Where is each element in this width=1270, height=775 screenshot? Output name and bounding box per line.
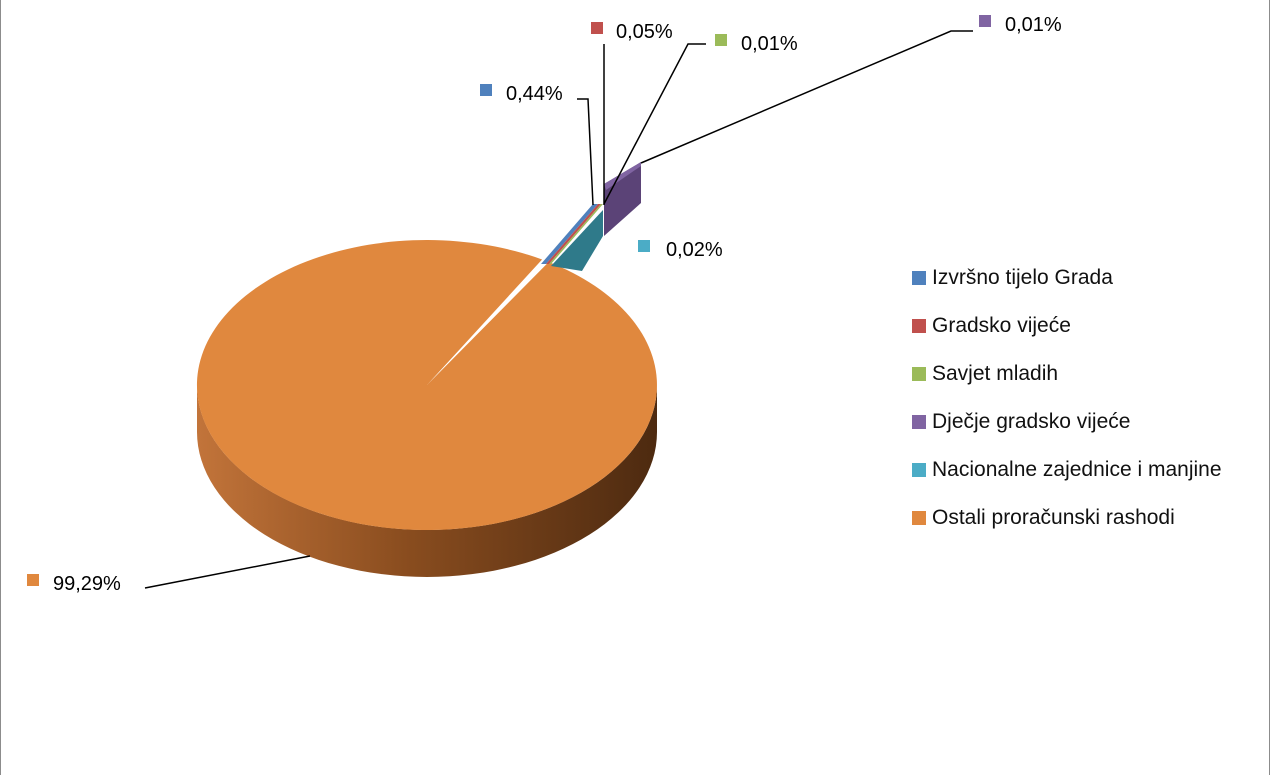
legend-item: Gradsko vijeće — [912, 302, 1222, 350]
data-label-gradsko-vijece: 0,05% — [616, 21, 673, 43]
pie-slice-izvrsno — [541, 204, 598, 264]
legend-item: Izvršno tijelo Grada — [912, 254, 1222, 302]
pie-slice-ostali — [196, 240, 657, 531]
legend-swatch — [912, 271, 926, 285]
legend-swatch — [912, 511, 926, 525]
data-label-izvrsno: 0,44% — [506, 83, 563, 105]
pie-slice-djecje-vijece-top — [604, 162, 641, 190]
small-slices — [541, 162, 641, 271]
legend-label: Nacionalne zajednice i manjine — [932, 458, 1222, 481]
data-label-savjet-mladih: 0,01% — [741, 33, 798, 55]
label-swatch-ostali — [27, 574, 39, 586]
legend-label: Izvršno tijelo Grada — [932, 266, 1113, 289]
legend-swatch — [912, 367, 926, 381]
leader-lines — [144, 30, 973, 589]
frame-left-border — [0, 0, 1, 775]
legend-item: Dječje gradsko vijeće — [912, 398, 1222, 446]
legend-item: Savjet mladih — [912, 350, 1222, 398]
leader-line-izvrsno — [577, 98, 594, 206]
legend-label: Savjet mladih — [932, 362, 1059, 385]
label-swatch-izvrsno — [480, 84, 492, 96]
label-swatch-savjet-mladih — [715, 34, 727, 46]
pie-slice-gradsko-vijece — [546, 204, 601, 264]
leader-line-ostali — [144, 555, 311, 589]
label-swatch-djecje-vijece — [979, 15, 991, 27]
leader-line-savjet-mladih — [603, 43, 706, 205]
legend-item: Nacionalne zajednice i manjine — [912, 446, 1222, 494]
pie-slice-savjet-mladih — [549, 204, 603, 264]
legend-item: Ostali proračunski rashodi — [912, 494, 1222, 542]
pie-slice-ostali-side — [197, 385, 657, 577]
leader-line-djecje-vijece — [640, 30, 973, 164]
legend-swatch — [912, 463, 926, 477]
label-swatch-nacionalne-zajednice — [638, 240, 650, 252]
data-label-ostali: 99,29% — [53, 573, 121, 595]
pie-slice-nacionalne-zajednice — [551, 210, 603, 271]
legend-swatch — [912, 319, 926, 333]
data-label-djecje-vijece: 0,01% — [1005, 14, 1062, 36]
data-label-nacionalne-zajednice: 0,02% — [666, 239, 723, 261]
legend-swatch — [912, 415, 926, 429]
chart-legend: Izvršno tijelo Grada Gradsko vijeće Savj… — [912, 254, 1222, 542]
label-swatch-gradsko-vijece — [591, 22, 603, 34]
legend-label: Gradsko vijeće — [932, 314, 1071, 337]
data-labels: 0,44% 0,05% 0,01% 0,01% 0,02% 99,29% — [27, 14, 1062, 595]
legend-label: Dječje gradsko vijeće — [932, 410, 1131, 433]
legend-label: Ostali proračunski rashodi — [932, 506, 1175, 529]
